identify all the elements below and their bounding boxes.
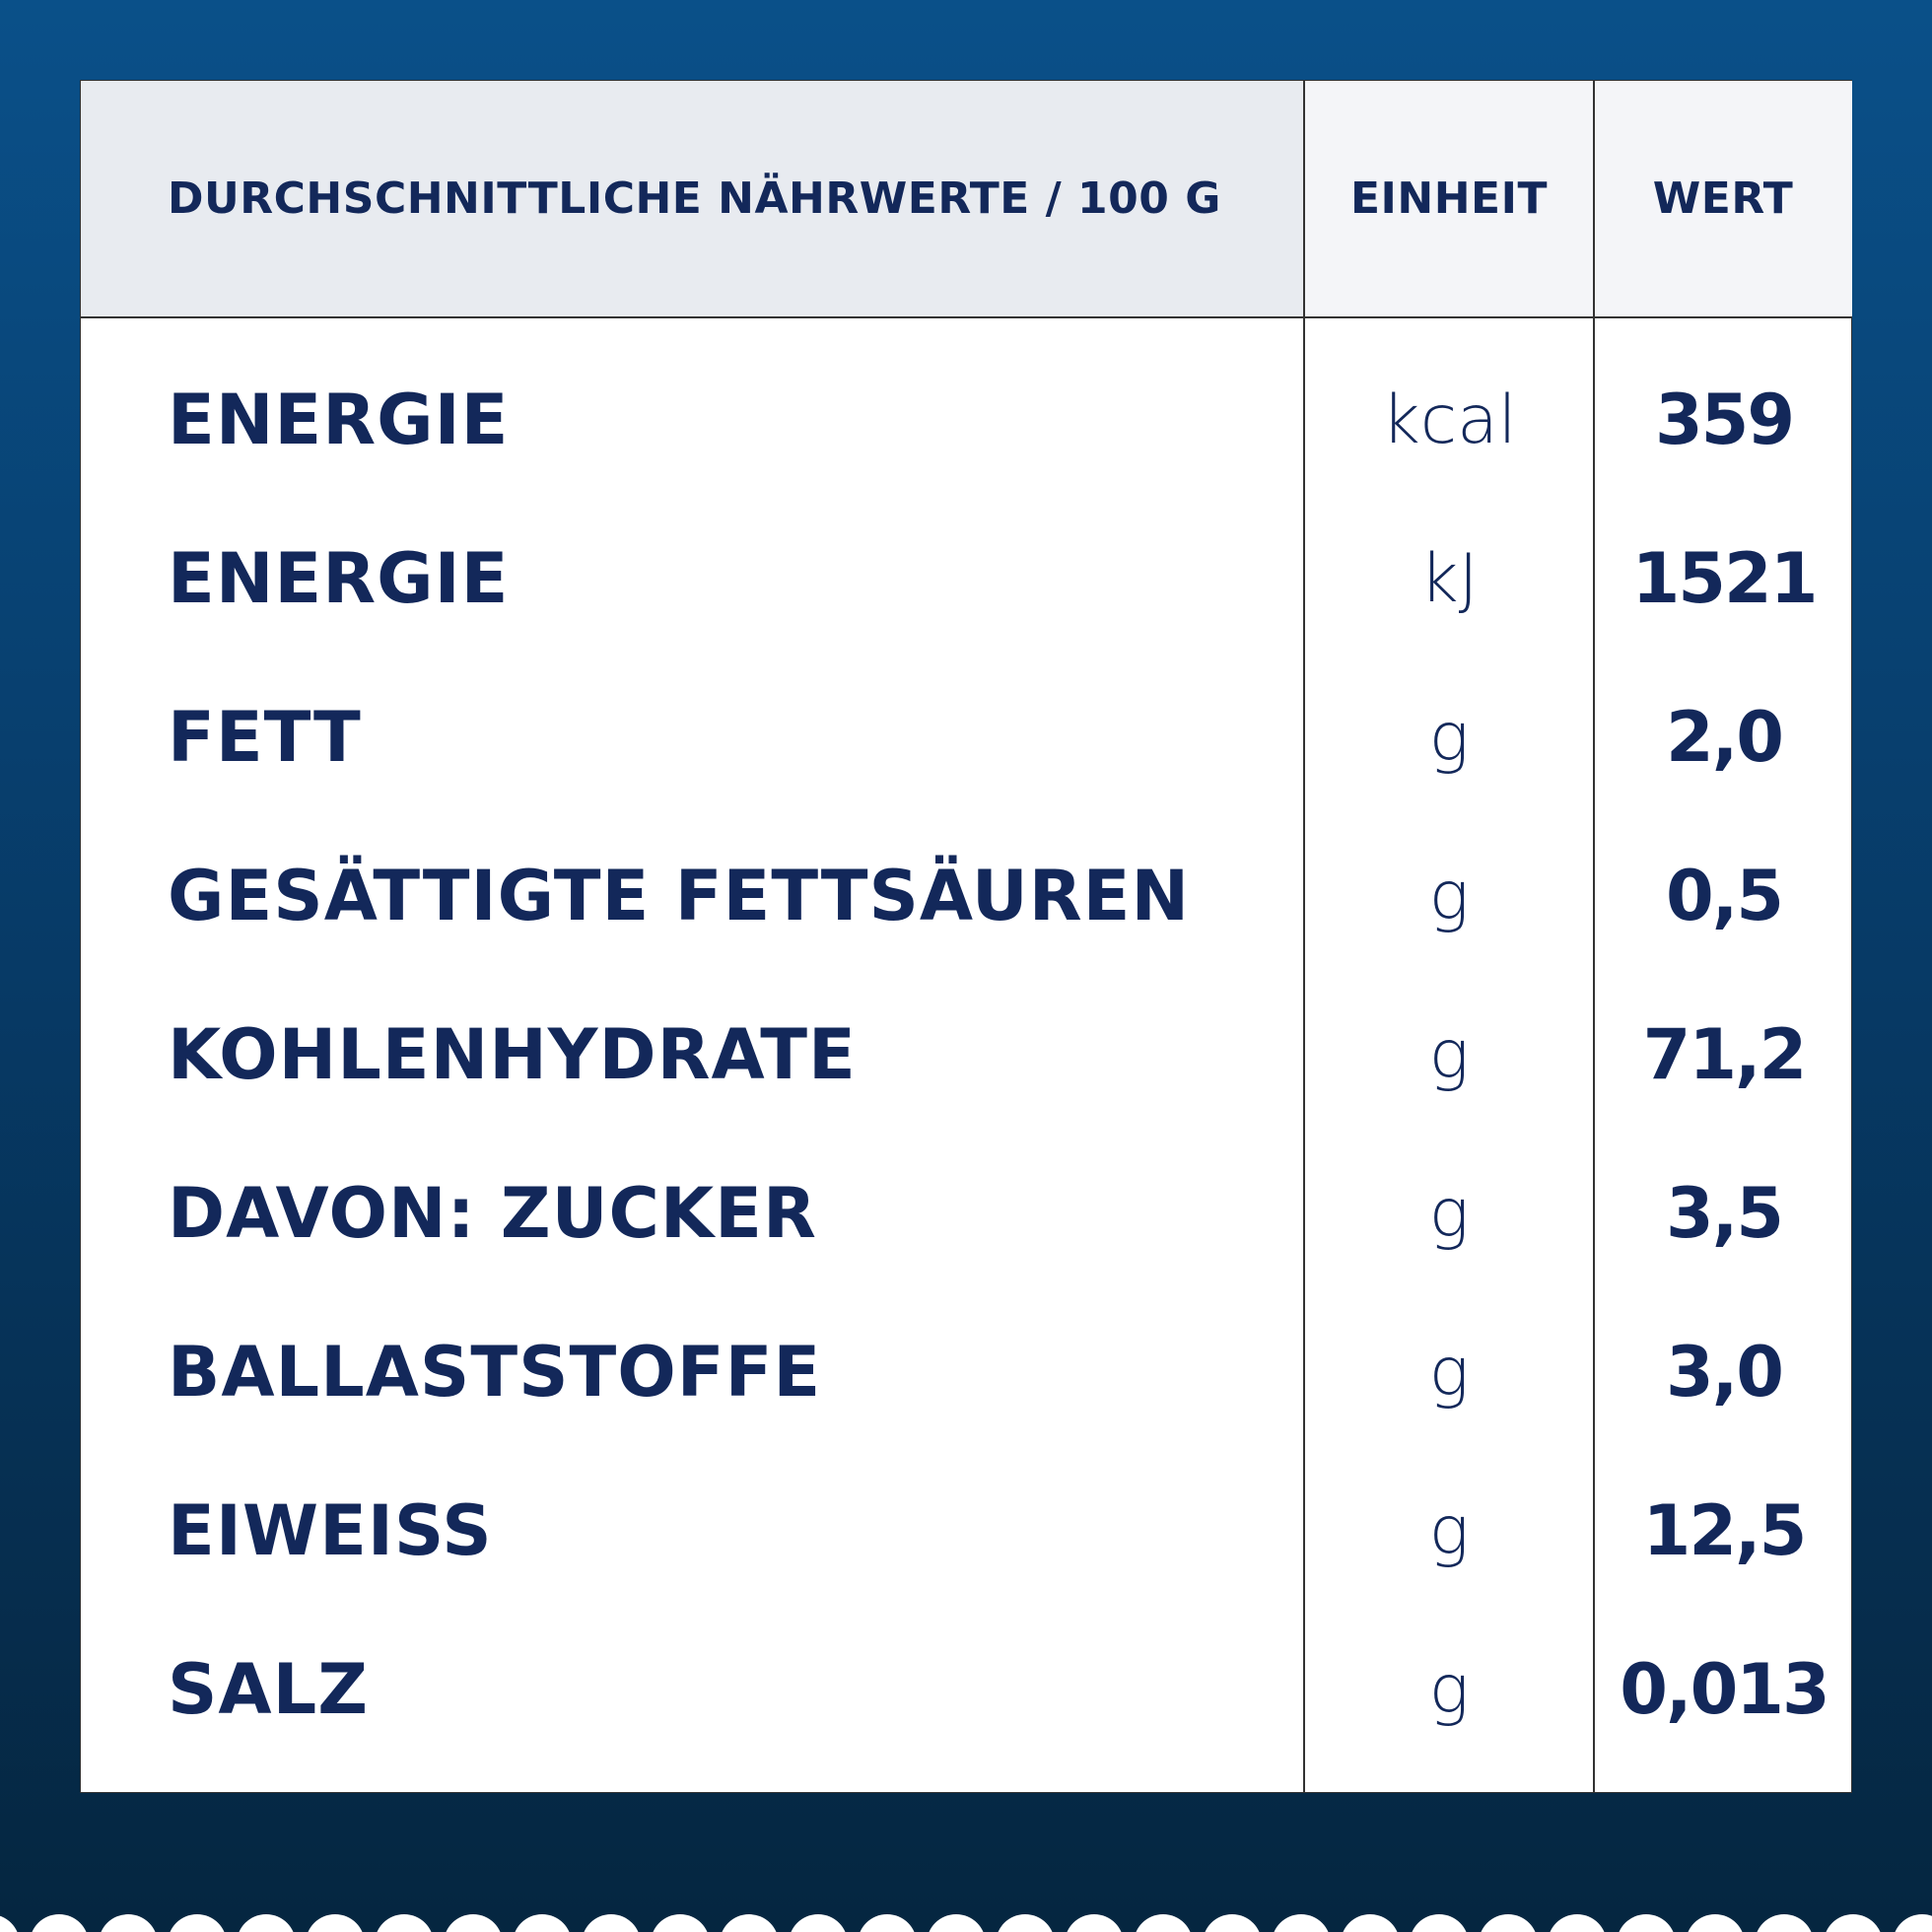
wave [791, 1914, 846, 1932]
wave [446, 1914, 501, 1932]
header-value-text: WERT [1652, 173, 1794, 224]
row-unit: g [1428, 1650, 1470, 1729]
row-label: BALLASTSTOFFE [168, 1332, 822, 1413]
row-value: 3,5 [1665, 1173, 1784, 1254]
wave [101, 1914, 156, 1932]
wave [515, 1914, 570, 1932]
wave [377, 1914, 432, 1932]
wave [1205, 1914, 1260, 1932]
wave [653, 1914, 708, 1932]
wave [1757, 1914, 1812, 1932]
header-title-text: DURCHSCHNITTLICHE NÄHRWERTE / 100 G [168, 173, 1221, 224]
wave [1688, 1914, 1743, 1932]
wave [1067, 1914, 1122, 1932]
wave [1343, 1914, 1398, 1932]
header-unit: EINHEIT [1304, 81, 1594, 318]
divider [1593, 81, 1595, 1792]
wave [0, 1915, 18, 1932]
header-value: WERT [1594, 81, 1852, 318]
wave [860, 1914, 915, 1932]
wave [998, 1914, 1053, 1932]
wave [1412, 1914, 1467, 1932]
wave [1619, 1914, 1674, 1932]
row-label: ENERGIE [168, 380, 510, 460]
row-label: EIWEISS [168, 1490, 493, 1571]
row-unit: g [1428, 1491, 1470, 1570]
wave [170, 1914, 225, 1932]
wave [1550, 1914, 1605, 1932]
nutrition-table: DURCHSCHNITTLICHE NÄHRWERTE / 100 G EINH… [80, 80, 1852, 1793]
header-title: DURCHSCHNITTLICHE NÄHRWERTE / 100 G [81, 81, 1304, 318]
wave [929, 1914, 984, 1932]
row-unit: kJ [1419, 539, 1479, 618]
row-unit: g [1428, 1174, 1470, 1253]
wave [1826, 1914, 1881, 1932]
wave [239, 1914, 294, 1932]
row-value: 2,0 [1665, 697, 1784, 778]
row-unit: g [1428, 857, 1470, 935]
row-unit: g [1428, 698, 1470, 777]
wave [32, 1914, 87, 1932]
row-value: 3,0 [1665, 1332, 1784, 1413]
header-unit-text: EINHEIT [1349, 173, 1549, 224]
wave [1274, 1914, 1329, 1932]
row-value: 12,5 [1642, 1490, 1808, 1571]
wave [1895, 1914, 1932, 1932]
row-value: 0,013 [1620, 1649, 1829, 1730]
row-label: FETT [168, 697, 362, 778]
wave [584, 1914, 639, 1932]
row-value: 1521 [1631, 538, 1819, 619]
row-unit: g [1428, 1015, 1470, 1094]
row-unit: g [1428, 1333, 1470, 1412]
row-value: 0,5 [1665, 856, 1784, 936]
row-label: GESÄTTIGTE FETTSÄUREN [168, 856, 1191, 936]
row-label: SALZ [168, 1649, 369, 1730]
row-unit: kcal [1381, 380, 1517, 459]
row-value: 359 [1654, 380, 1795, 460]
wave [722, 1914, 777, 1932]
divider [1303, 81, 1305, 1792]
row-label: DAVON: ZUCKER [168, 1173, 817, 1254]
wave [308, 1914, 363, 1932]
wave [1481, 1914, 1536, 1932]
row-label: KOHLENHYDRATE [168, 1014, 857, 1095]
row-label: ENERGIE [168, 538, 510, 619]
row-value: 71,2 [1642, 1014, 1808, 1095]
wave [1136, 1914, 1191, 1932]
